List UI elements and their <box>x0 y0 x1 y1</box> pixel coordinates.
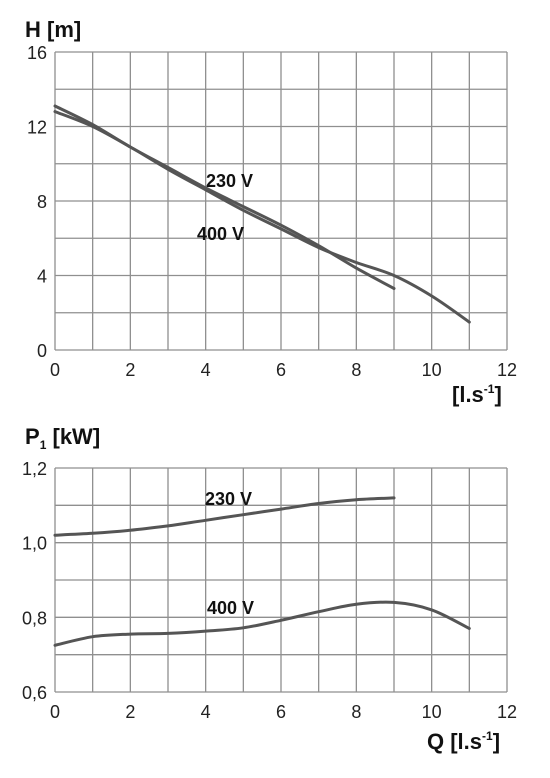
x-tick-label: 10 <box>422 360 442 380</box>
y-axis-title: P1 [kW] <box>25 424 100 452</box>
x-tick-label: 4 <box>201 360 211 380</box>
y-tick-label: 1,2 <box>22 459 47 479</box>
x-tick-label: 0 <box>50 360 60 380</box>
x-tick-label: 6 <box>276 702 286 722</box>
y-tick-label: 8 <box>37 192 47 212</box>
x-axis-title: [l.s-1] <box>452 382 502 407</box>
series-label: 400 V <box>207 598 254 618</box>
x-tick-label: 8 <box>351 702 361 722</box>
x-axis-title: Q [l.s-1] <box>427 729 500 754</box>
y-tick-label: 0,6 <box>22 683 47 703</box>
series-label: 230 V <box>205 489 252 509</box>
y-tick-label: 12 <box>27 118 47 138</box>
x-tick-label: 0 <box>50 702 60 722</box>
series-line-400v <box>53 104 396 290</box>
y-tick-label: 1,0 <box>22 534 47 554</box>
x-tick-label: 4 <box>201 702 211 722</box>
series-label: 400 V <box>197 224 244 244</box>
x-tick-label: 12 <box>497 360 517 380</box>
chart-2: 0 2 4 6 8 10 12 0,6 0,8 1,0 1,2 P1 [kW] Q [l.s-1] 230… <box>22 424 517 754</box>
x-tick-label: 8 <box>351 360 361 380</box>
y-tick-label: 0 <box>37 341 47 361</box>
y-tick-label: 0,8 <box>22 608 47 628</box>
y-tick-label: 4 <box>37 267 47 287</box>
y-tick-label: 16 <box>27 43 47 63</box>
x-tick-label: 6 <box>276 360 286 380</box>
series-line-400v <box>53 600 471 647</box>
chart-1: 0 2 4 6 8 10 12 0 4 8 12 16H [m] [l.s-1] 230 V 400 V <box>25 17 517 407</box>
x-tick-label: 2 <box>125 360 135 380</box>
series-label: 230 V <box>206 171 253 191</box>
x-tick-label: 12 <box>497 702 517 722</box>
y-axis-title: H [m] <box>25 17 81 42</box>
x-tick-label: 10 <box>422 702 442 722</box>
x-tick-label: 2 <box>125 702 135 722</box>
series-line-230v <box>53 496 396 537</box>
